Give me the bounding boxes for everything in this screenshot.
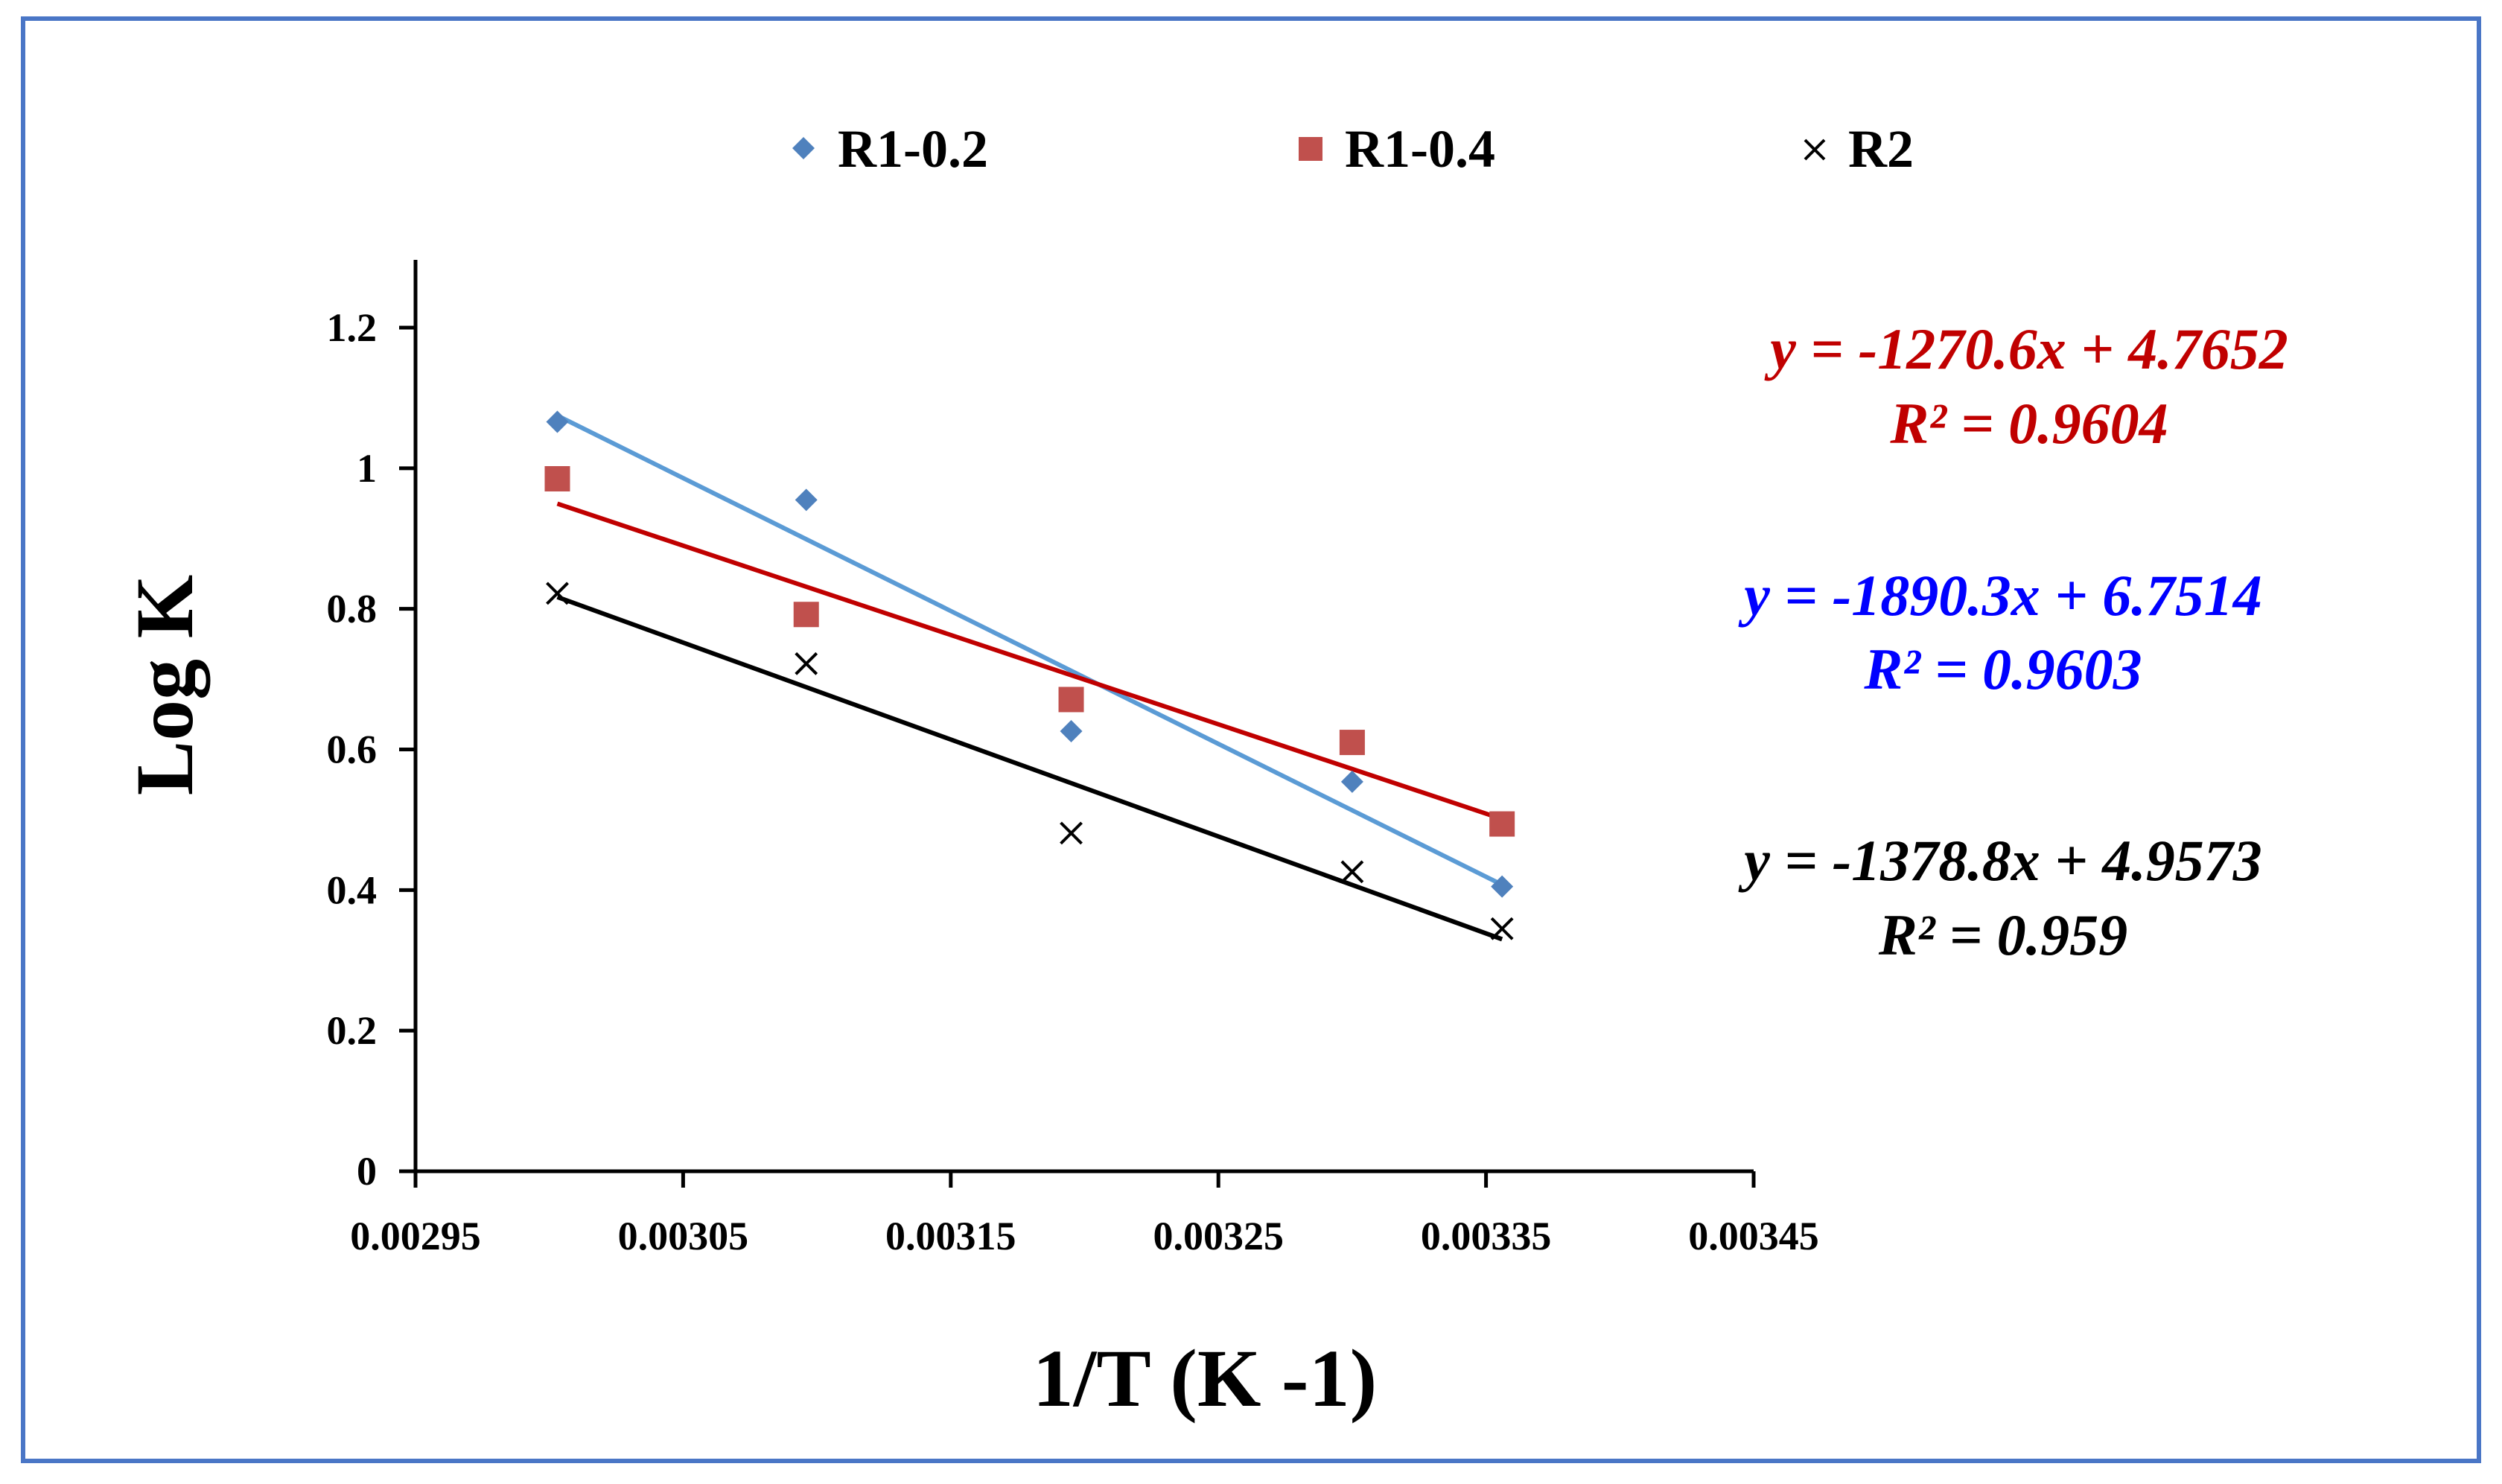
data-point-r2 <box>1060 821 1083 845</box>
x-tick-label: 0.00325 <box>1153 1214 1284 1258</box>
y-tick-label: 0.8 <box>327 587 378 631</box>
tick-labels: 0 0.2 0.4 0.6 0.8 1 1.2 0.00295 0.00305 0.00315 0.… <box>327 305 1819 1258</box>
data-point-r1-0-2 <box>795 488 818 512</box>
legend: R1-0.2 R1-0.4 R2 <box>792 119 1914 179</box>
data-point-r2 <box>795 652 818 675</box>
annotation-r1-02: y = -1890.3x + 6.7514 R² = 0.9603 <box>1738 563 2262 701</box>
data-point-r1-0-4 <box>1339 730 1365 756</box>
data-point-r2 <box>1340 860 1364 884</box>
y-tick-label: 0.6 <box>327 727 378 772</box>
y-tick-label: 0.4 <box>327 867 378 912</box>
equation-text: y = -1378.8x + 4.9573 <box>1738 828 2262 893</box>
data-point-r1-0-2 <box>1340 770 1363 793</box>
figure-frame <box>21 16 2481 1463</box>
data-point-r2 <box>1490 917 1514 940</box>
data-point-r2 <box>546 582 569 605</box>
y-tick-label: 0.2 <box>327 1008 378 1053</box>
equation-text: y = -1890.3x + 6.7514 <box>1738 563 2262 628</box>
r2-text: R² = 0.9604 <box>1889 391 2168 456</box>
data-point-r1-0-2 <box>1491 875 1514 898</box>
legend-label: R1-0.2 <box>838 119 988 179</box>
x-tick-label: 0.00345 <box>1688 1214 1819 1258</box>
x-axis-title: 1/T (K -1) <box>1033 1333 1377 1424</box>
y-tick-label: 1.2 <box>327 305 378 350</box>
y-axis-title: Log K <box>119 575 210 795</box>
axes <box>413 260 1754 1173</box>
ticks <box>399 325 1756 1188</box>
equation-text: y = -1270.6x + 4.7652 <box>1764 316 2288 381</box>
y-tick-label: 1 <box>357 446 377 491</box>
legend-item-r2: R2 <box>1804 119 1914 179</box>
data-point-r1-0-4 <box>793 602 819 628</box>
data-point-r1-0-4 <box>1058 687 1084 713</box>
trendline-r1-0-4 <box>556 501 1503 821</box>
r2-text: R² = 0.9603 <box>1863 637 2142 701</box>
data-point-r1-0-4 <box>1489 811 1515 837</box>
legend-marker-x <box>1804 138 1826 161</box>
x-tick-label: 0.00315 <box>885 1214 1016 1258</box>
annotation-r1-04: y = -1270.6x + 4.7652 R² = 0.9604 <box>1764 316 2288 456</box>
x-tick-label: 0.00305 <box>618 1214 749 1258</box>
legend-marker-square <box>1299 137 1322 161</box>
trendline-r1-0-2 <box>556 413 1503 887</box>
data-point-r1-0-2 <box>546 410 569 433</box>
r2-text: R² = 0.959 <box>1878 902 2127 967</box>
legend-marker-diamond <box>792 137 815 159</box>
x-tick-label: 0.00295 <box>350 1214 481 1258</box>
legend-item-r1-04: R1-0.4 <box>1299 119 1495 179</box>
x-tick-label: 0.00335 <box>1421 1214 1552 1258</box>
y-tick-label: 0 <box>357 1149 377 1194</box>
data-point-r1-0-2 <box>1060 719 1083 742</box>
annotation-r2: y = -1378.8x + 4.9573 R² = 0.959 <box>1738 828 2262 967</box>
legend-label: R2 <box>1848 119 1914 179</box>
data-points <box>544 410 1515 940</box>
trendlines <box>556 413 1503 942</box>
legend-item-r1-02: R1-0.2 <box>792 119 988 179</box>
data-point-r1-0-4 <box>544 465 570 491</box>
trendline-r2 <box>556 595 1503 942</box>
legend-label: R1-0.4 <box>1345 119 1495 179</box>
